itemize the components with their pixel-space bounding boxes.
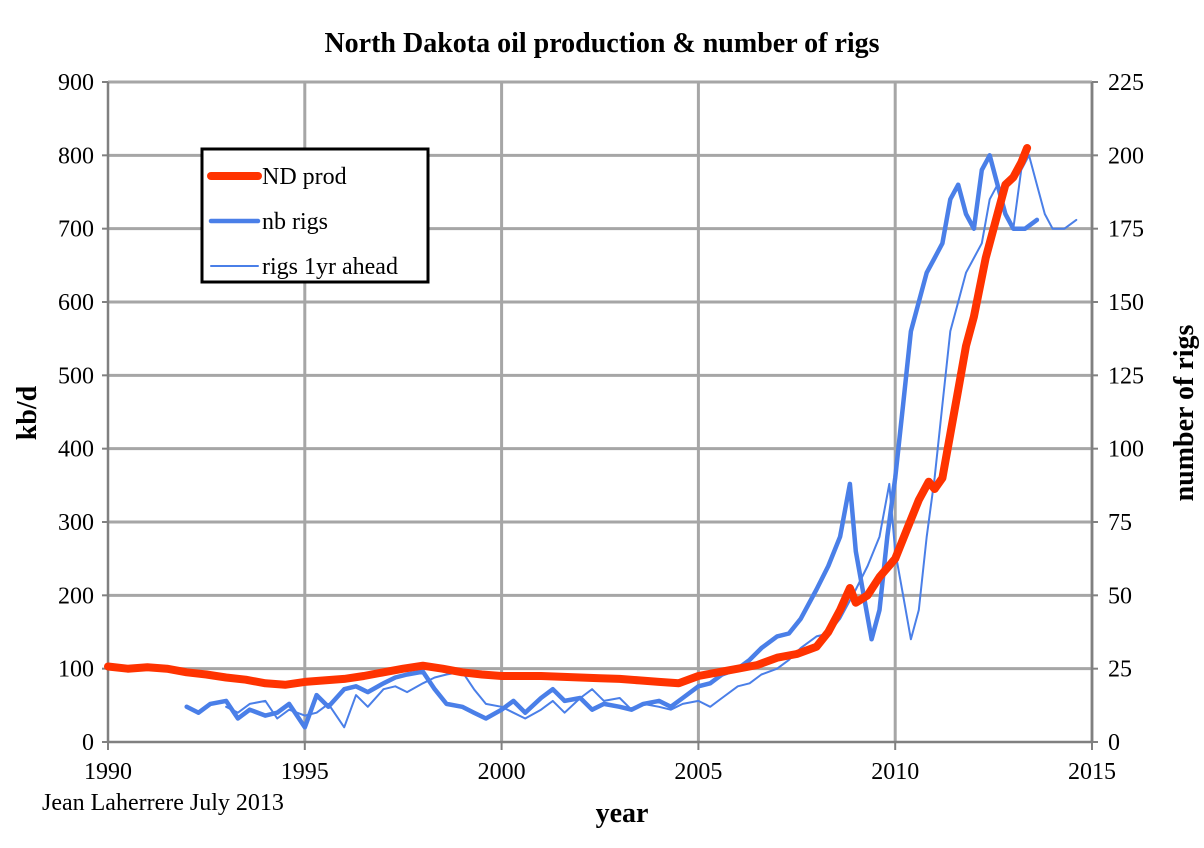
y2-tick-label: 50 (1108, 583, 1132, 609)
y2-tick-label: 175 (1108, 217, 1144, 243)
y2-tick-label: 200 (1108, 143, 1144, 169)
legend-box (200, 147, 430, 284)
x-tick-label: 2005 (674, 759, 722, 785)
y2-tick-label: 75 (1108, 510, 1132, 536)
y-tick-label: 700 (58, 217, 94, 243)
legend-label-nd-prod: ND prod (262, 164, 347, 190)
series-line-rigs-1yr-ahead (225, 154, 1078, 729)
legend: ND prod nb rigs rigs 1yr ahead (200, 147, 430, 284)
series-line-nb-rigs (184, 153, 1040, 730)
x-axis-label: year (596, 798, 649, 829)
y-tick-label: 900 (58, 70, 94, 96)
y2-tick-label: 100 (1108, 437, 1144, 463)
y2-tick-label: 0 (1108, 730, 1120, 756)
y-tick-label: 400 (58, 437, 94, 463)
y-tick-label: 200 (58, 583, 94, 609)
y2-tick-label: 150 (1108, 290, 1144, 316)
credit-text: Jean Laherrere July 2013 (42, 790, 284, 816)
series-line-nd-prod (104, 144, 1032, 689)
y2-tick-label: 25 (1108, 657, 1132, 683)
y-tick-label: 100 (58, 657, 94, 683)
series-layer (104, 144, 1078, 730)
y-tick-label: 500 (58, 363, 94, 389)
x-tick-label: 1995 (281, 759, 329, 785)
y-tick-label: 300 (58, 510, 94, 536)
chart-title: North Dakota oil production & number of … (324, 28, 879, 59)
legend-label-nb-rigs: nb rigs (262, 209, 328, 235)
y2-tick-label: 225 (1108, 70, 1144, 96)
x-tick-label: 2015 (1068, 759, 1116, 785)
y2-tick-label: 125 (1108, 363, 1144, 389)
y-tick-label: 0 (82, 730, 94, 756)
x-tick-label: 1990 (84, 759, 132, 785)
x-tick-label: 2000 (478, 759, 526, 785)
y-axis-label: kb/d (12, 385, 43, 440)
y-tick-label: 600 (58, 290, 94, 316)
axes: 0 100 200 300 400 500 600 700 800 900 0 25 50 75 100 12… (58, 70, 1144, 785)
legend-label-rigs-ahead: rigs 1yr ahead (262, 254, 398, 280)
y2-axis-label: number of rigs (1169, 324, 1200, 501)
y-tick-label: 800 (58, 143, 94, 169)
x-tick-label: 2010 (871, 759, 919, 785)
